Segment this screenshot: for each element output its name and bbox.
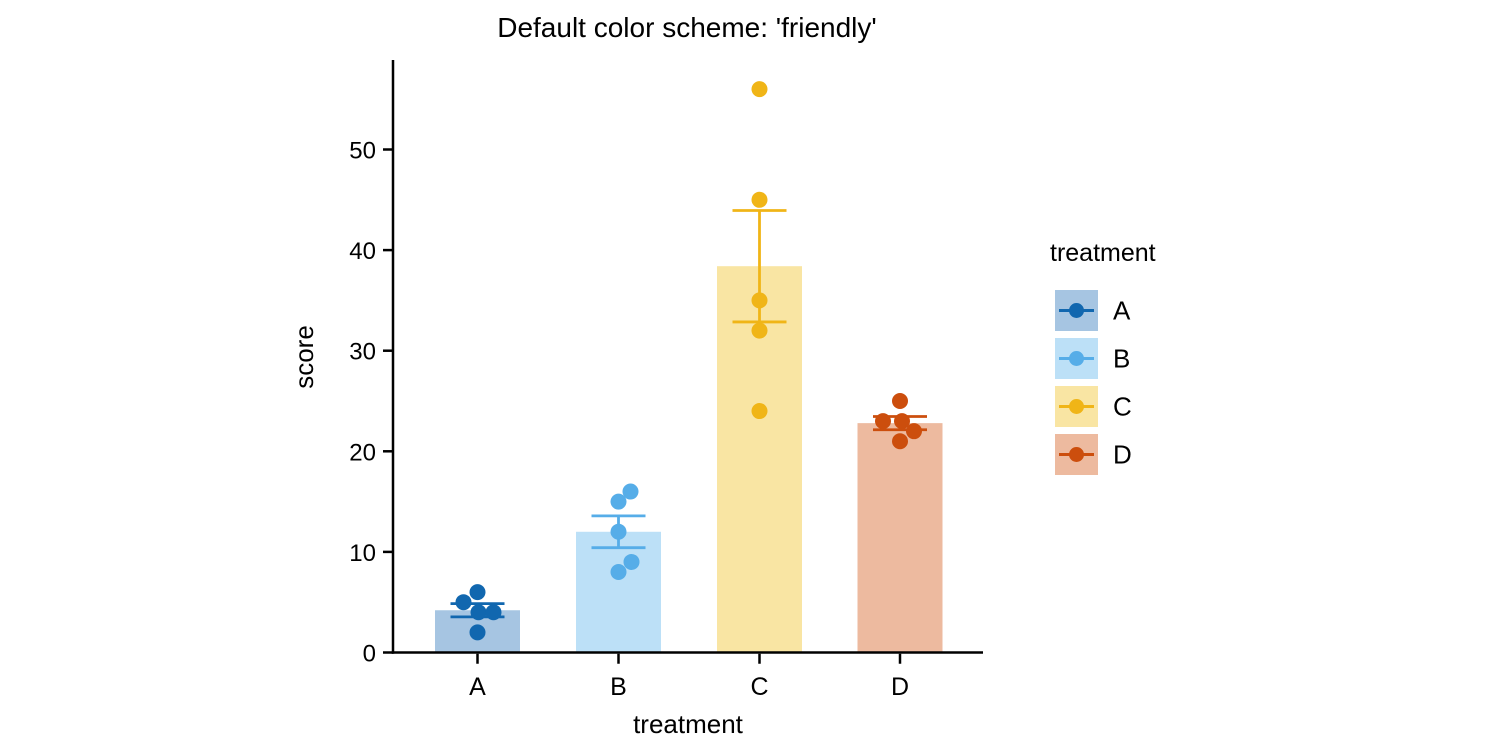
legend-label-C: C <box>1113 392 1132 422</box>
points-layer <box>455 81 922 641</box>
legend-dot-D <box>1069 447 1084 462</box>
data-point-A <box>469 624 486 641</box>
data-point-B <box>610 564 627 581</box>
data-point-D <box>875 413 891 430</box>
x-tick-label: D <box>891 673 909 701</box>
data-point-D <box>906 423 922 440</box>
data-point-B <box>610 493 627 510</box>
y-tick-label: 20 <box>349 439 376 466</box>
data-point-B <box>623 553 640 570</box>
legend-dot-B <box>1069 351 1084 366</box>
y-ticks-layer: 0 10 20 30 40 50 <box>349 138 393 668</box>
data-point-C <box>751 81 768 98</box>
data-point-C <box>751 322 768 339</box>
x-tick-label: C <box>750 673 768 701</box>
legend-label-D: D <box>1113 440 1132 470</box>
data-point-A <box>455 594 472 611</box>
data-point-C <box>751 191 768 208</box>
data-point-C <box>751 403 768 420</box>
y-tick-label: 0 <box>363 641 376 668</box>
data-point-D <box>892 433 908 450</box>
legend-label-B: B <box>1113 344 1130 374</box>
x-tick-label: B <box>610 673 627 701</box>
data-point-A <box>469 584 486 601</box>
y-tick-label: 30 <box>349 339 376 366</box>
bar-B <box>576 531 661 653</box>
x-tick-label: A <box>469 673 486 701</box>
y-axis-label: score <box>289 325 319 389</box>
data-point-A <box>485 604 502 621</box>
bar-D <box>857 423 943 653</box>
data-point-B <box>622 483 639 500</box>
x-axis-label: treatment <box>633 709 744 739</box>
y-tick-label: 40 <box>349 238 376 265</box>
axes-layer <box>391 60 983 654</box>
data-point-D <box>894 413 910 430</box>
errorbars-layer <box>450 209 927 619</box>
data-point-D <box>892 393 908 409</box>
bars-layer <box>435 266 943 653</box>
legend-dot-C <box>1069 399 1084 414</box>
chart-title: Default color scheme: 'friendly' <box>497 12 877 43</box>
y-tick-label: 50 <box>349 138 376 165</box>
legend-label-A: A <box>1113 296 1131 326</box>
data-point-A <box>470 604 487 621</box>
y-tick-label: 10 <box>349 540 376 567</box>
data-point-C <box>751 292 768 309</box>
legend-title: treatment <box>1050 239 1156 267</box>
x-ticks-layer: A B C D <box>469 653 909 701</box>
legend-dot-A <box>1069 303 1084 318</box>
data-point-B <box>610 523 627 540</box>
